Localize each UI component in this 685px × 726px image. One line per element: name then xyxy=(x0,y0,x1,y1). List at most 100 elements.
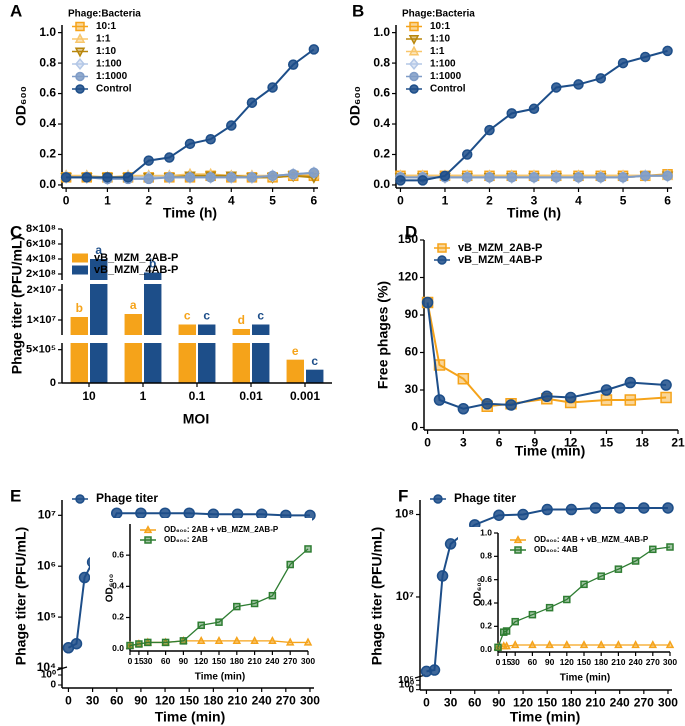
x-tick-label: 5 xyxy=(269,194,276,208)
marker xyxy=(250,599,259,608)
marker xyxy=(308,167,320,179)
marker xyxy=(624,376,637,389)
marker xyxy=(562,640,572,649)
bar xyxy=(252,324,270,383)
legend-marker xyxy=(408,35,420,46)
marker xyxy=(551,172,562,183)
marker xyxy=(267,82,278,93)
significance-letter: c xyxy=(184,309,191,323)
marker xyxy=(502,641,511,650)
y-tick-label: 0.2 xyxy=(480,621,492,631)
legend-marker xyxy=(74,32,86,43)
marker xyxy=(617,172,629,183)
marker xyxy=(439,170,451,182)
y-tick-label: 0.2 xyxy=(373,147,390,161)
x-tick-label: 10 xyxy=(82,389,96,403)
x-tick-label: 0 xyxy=(423,696,430,710)
y-axis-title: Phage titer (PFU/mL) xyxy=(369,527,385,665)
bar xyxy=(178,324,196,383)
marker xyxy=(183,507,195,519)
marker xyxy=(528,640,537,649)
marker xyxy=(565,503,578,516)
legend-marker xyxy=(75,494,85,504)
x-tick-label: 0 xyxy=(496,657,501,667)
legend-label: 1:1 xyxy=(430,46,445,57)
x-axis-title: Time (h) xyxy=(507,205,561,221)
marker xyxy=(589,502,602,514)
x-tick-label: 3 xyxy=(531,194,538,208)
legend-title: Phage:Bacteria xyxy=(402,9,475,20)
marker xyxy=(226,120,237,131)
legend-label: 1:10 xyxy=(96,46,116,57)
x-tick-label: 4 xyxy=(228,194,235,208)
y-tick-label: 10⁸ xyxy=(395,507,414,521)
x-tick-label: 90 xyxy=(545,657,555,667)
marker xyxy=(624,394,637,406)
marker xyxy=(481,398,493,410)
bar xyxy=(124,314,142,383)
marker xyxy=(287,169,299,180)
y-tick-label: 10⁷ xyxy=(38,507,56,521)
inset-background xyxy=(90,518,312,685)
marker xyxy=(614,565,623,573)
marker xyxy=(246,172,258,183)
marker xyxy=(595,172,607,183)
legend-marker xyxy=(75,21,85,32)
marker xyxy=(126,641,134,650)
y-tick-label: 10⁵ xyxy=(398,675,414,686)
marker xyxy=(545,603,554,612)
marker xyxy=(493,509,505,521)
x-tick-label: 15 xyxy=(134,656,144,666)
legend-label: vB_MZM_2AB-P xyxy=(458,242,542,254)
y-tick-label: 0.6 xyxy=(112,549,124,559)
x-tick-label: 30 xyxy=(510,657,520,667)
x-tick-label: 210 xyxy=(611,657,625,667)
legend-marker xyxy=(409,71,419,82)
marker xyxy=(517,508,529,521)
marker xyxy=(267,170,278,182)
marker xyxy=(417,175,428,186)
significance-letter: a xyxy=(95,243,102,257)
legend-label: 10:1 xyxy=(430,21,450,32)
x-axis-title: Time (min) xyxy=(560,673,610,684)
marker xyxy=(215,618,223,626)
x-tick-label: 30 xyxy=(86,694,100,708)
x-tick-label: 0 xyxy=(63,194,70,208)
significance-letter: c xyxy=(203,309,210,323)
marker xyxy=(207,508,220,520)
legend-label: OD₆₀₀: 2AB xyxy=(164,535,208,544)
x-tick-label: 120 xyxy=(560,657,574,667)
y-tick-label: 120 xyxy=(398,270,418,284)
y-tick-label: 10⁴ xyxy=(37,660,56,674)
marker xyxy=(428,664,441,676)
legend-marker xyxy=(437,243,447,253)
x-tick-label: 210 xyxy=(248,656,262,666)
y-tick-label: 2×10⁸ xyxy=(26,268,56,280)
legend-marker xyxy=(437,255,447,265)
y-tick-label: 0.8 xyxy=(39,55,56,69)
marker xyxy=(268,591,277,600)
x-tick-label: 1 xyxy=(442,194,449,208)
x-tick-label: 150 xyxy=(212,656,226,666)
axis-gap xyxy=(54,335,334,343)
x-tick-label: 5 xyxy=(620,194,627,208)
legend-marker xyxy=(513,535,523,544)
y-tick-label: 0.4 xyxy=(373,116,390,130)
marker xyxy=(395,175,406,186)
marker xyxy=(662,502,674,514)
y-tick-label: 0.2 xyxy=(112,612,124,622)
marker xyxy=(285,637,295,646)
marker xyxy=(164,172,175,183)
y-tick-label: 0.2 xyxy=(39,147,56,161)
legend-label: 1:1000 xyxy=(96,71,128,82)
series-line xyxy=(129,548,309,647)
legend-marker xyxy=(143,525,153,534)
x-tick-label: 270 xyxy=(276,694,296,708)
marker xyxy=(528,172,540,183)
y-axis-title: OD₆₀₀ xyxy=(347,86,363,126)
marker xyxy=(638,502,650,514)
legend-label: Control xyxy=(96,84,132,95)
marker xyxy=(287,59,299,70)
